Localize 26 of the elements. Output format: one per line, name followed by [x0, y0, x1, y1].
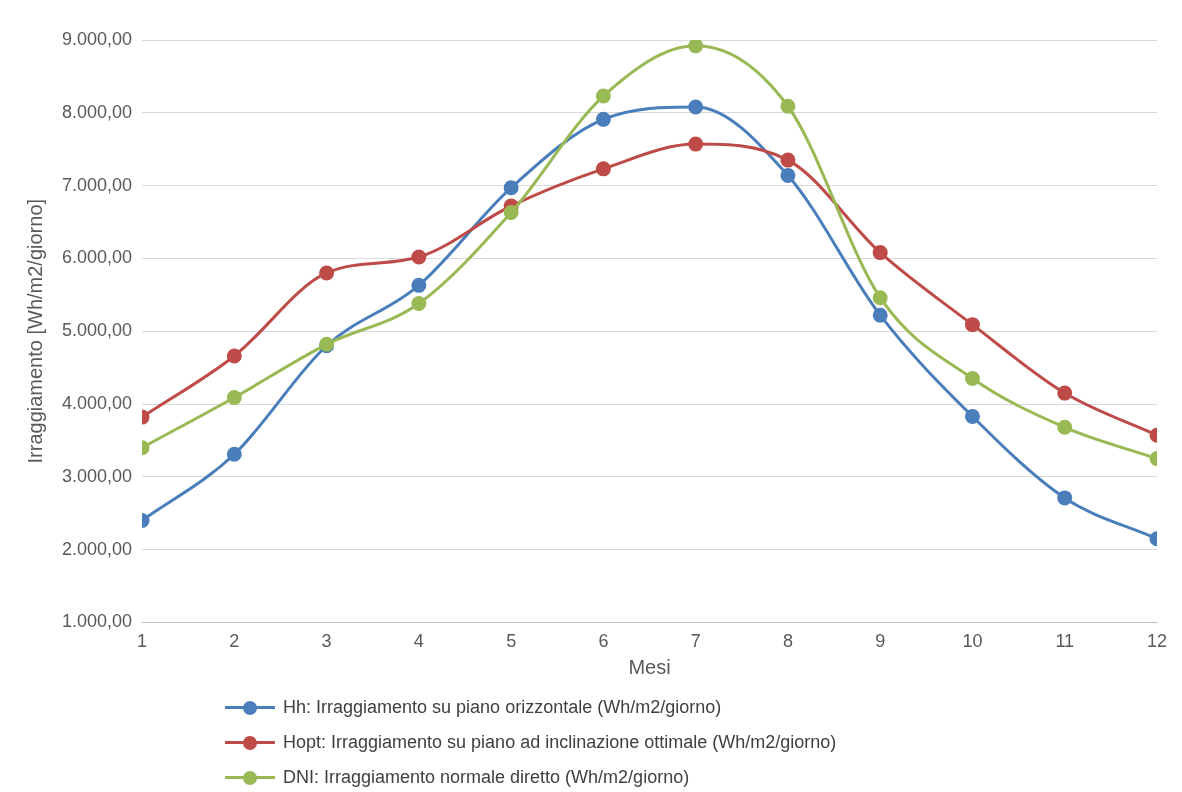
- y-tick-label: 3.000,00: [61, 465, 133, 486]
- y-tick-label: 7.000,00: [61, 174, 133, 195]
- x-tick-label: 8: [782, 631, 793, 652]
- legend-label: Hh: Irraggiamento su piano orizzontale (Wh/m2/giorno): [283, 697, 722, 718]
- y-tick-label: 2.000,00: [61, 538, 133, 559]
- y-tick-label: 8.000,00: [61, 101, 133, 122]
- y-tick-label: 4.000,00: [61, 392, 133, 413]
- legend-label: DNI: Irraggiamento normale diretto (Wh/m2/giorno): [283, 767, 690, 788]
- y-tick-label: 1.000,00: [61, 611, 133, 632]
- x-tick-label: 3: [321, 631, 332, 652]
- x-tick-label: 7: [690, 631, 701, 652]
- x-tick-label: 10: [962, 631, 983, 652]
- x-tick-label: 12: [1146, 631, 1168, 652]
- x-tick-label: 6: [598, 631, 609, 652]
- x-tick-label: 5: [506, 631, 517, 652]
- legend-label: Hopt: Irraggiamento su piano ad inclinazione ottimale (Wh/m2/giorno): [283, 732, 837, 753]
- x-tick-label: 9: [875, 631, 886, 652]
- y-tick-label: 6.000,00: [61, 247, 133, 268]
- x-tick-label: 11: [1055, 631, 1075, 652]
- x-tick-label: 1: [137, 631, 148, 652]
- x-tick-label: 4: [413, 631, 424, 652]
- x-axis-title: Mesi: [628, 655, 671, 678]
- y-axis-title: Irraggiamento [Wh/m2/giorno]: [23, 198, 46, 464]
- y-tick-label: 9.000,00: [61, 28, 133, 49]
- y-tick-label: 5.000,00: [61, 320, 133, 341]
- x-tick-label: 2: [229, 631, 240, 652]
